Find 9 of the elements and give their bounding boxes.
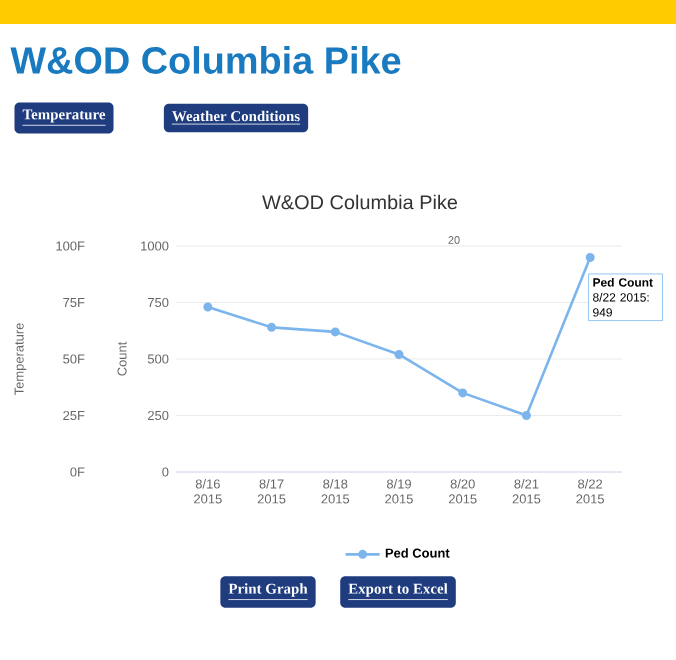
point <box>585 253 595 263</box>
chart-title: W&OD Columbia Pike <box>262 194 458 210</box>
point <box>458 388 468 398</box>
point <box>394 349 404 359</box>
point <box>203 302 213 312</box>
point <box>521 411 531 420</box>
point <box>267 322 277 332</box>
point <box>330 327 340 337</box>
text: W&OD Columbia Pike <box>10 46 401 74</box>
